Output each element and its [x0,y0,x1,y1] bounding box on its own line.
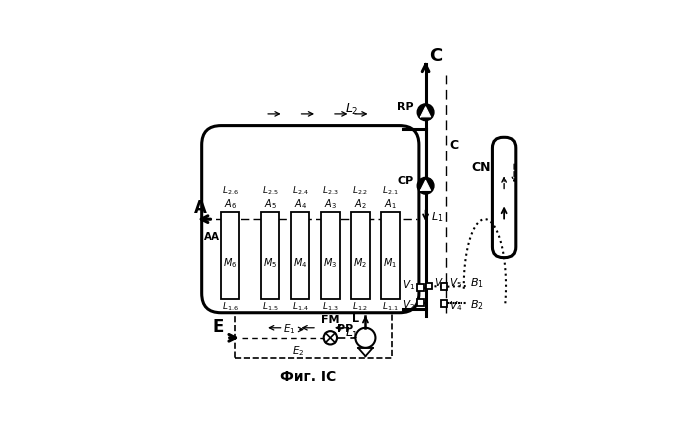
Text: $A_3$: $A_3$ [324,197,337,211]
Text: $L_{2.6}$: $L_{2.6}$ [222,184,239,197]
Text: $B_2$: $B_2$ [470,298,484,312]
Text: $V_1$: $V_1$ [402,278,415,292]
Text: CN: CN [471,161,491,174]
Text: $L_{2.1}$: $L_{2.1}$ [382,184,399,197]
Bar [291,213,309,299]
Text: $L_{2.5}$: $L_{2.5}$ [262,184,279,197]
Text: $M_5$: $M_5$ [263,256,277,270]
Text: $M_6$: $M_6$ [223,256,237,270]
Text: $V_5$: $V_5$ [449,276,462,290]
Text: $L_{1.6}$: $L_{1.6}$ [222,300,239,313]
Bar [426,283,433,289]
Text: $L_{1.2}$: $L_{1.2}$ [352,300,368,313]
Text: $\mathbf{E}$: $\mathbf{E}$ [212,318,224,336]
Circle shape [417,104,434,121]
Text: $V_3$: $V_3$ [434,276,447,289]
Text: $L_{2.3}$: $L_{2.3}$ [322,184,339,197]
Text: $M_4$: $M_4$ [293,256,307,270]
Text: $V_2$: $V_2$ [402,299,415,312]
Text: L: L [352,314,359,325]
Text: PP: PP [337,325,354,335]
Text: $A_4$: $A_4$ [294,197,307,211]
Bar [221,213,239,299]
Text: $E_1$: $E_1$ [283,322,295,335]
Bar [417,284,424,291]
Circle shape [417,178,434,194]
Text: RP: RP [398,102,414,112]
Polygon shape [421,107,430,117]
Text: $M_1$: $M_1$ [384,256,398,270]
Text: $L_{1.1}$: $L_{1.1}$ [382,300,399,313]
Text: $M_3$: $M_3$ [323,256,337,270]
Text: $L_{2.2}$: $L_{2.2}$ [352,184,368,197]
Text: $A_2$: $A_2$ [354,197,367,211]
Text: $L_{1.3}$: $L_{1.3}$ [322,300,339,313]
Text: $B_1$: $B_1$ [470,276,484,289]
Text: $L_1$: $L_1$ [345,326,359,342]
FancyBboxPatch shape [202,125,419,313]
Bar [351,213,370,299]
Text: $A_6$: $A_6$ [223,197,237,211]
Text: $L_{1.5}$: $L_{1.5}$ [262,300,279,313]
Text: $E_2$: $E_2$ [293,344,304,358]
FancyBboxPatch shape [492,137,516,258]
Text: $A_5$: $A_5$ [264,197,276,211]
Text: $A_1$: $A_1$ [384,197,397,211]
Polygon shape [421,180,430,191]
Bar [235,313,392,358]
Text: AA: AA [204,232,220,242]
Text: $L_1$: $L_1$ [430,210,443,224]
Text: $M_2$: $M_2$ [354,256,368,270]
Text: $L_{2.4}$: $L_{2.4}$ [292,184,309,197]
Text: FM: FM [321,315,340,325]
Bar [321,213,340,299]
Bar [382,213,400,299]
Bar [261,213,279,299]
Bar [440,300,447,307]
Text: $L_2$: $L_2$ [345,102,359,118]
Text: C: C [449,139,458,152]
Text: $\mathbf{A}$: $\mathbf{A}$ [193,200,208,217]
Bar [440,283,447,290]
Text: $\mathbf{C}$: $\mathbf{C}$ [429,47,443,65]
Text: $L_{1.4}$: $L_{1.4}$ [292,300,309,313]
Text: CP: CP [398,176,414,186]
Text: $V_4$: $V_4$ [449,299,462,313]
Bar [417,299,424,306]
Text: Фиг. IC: Фиг. IC [281,370,337,384]
